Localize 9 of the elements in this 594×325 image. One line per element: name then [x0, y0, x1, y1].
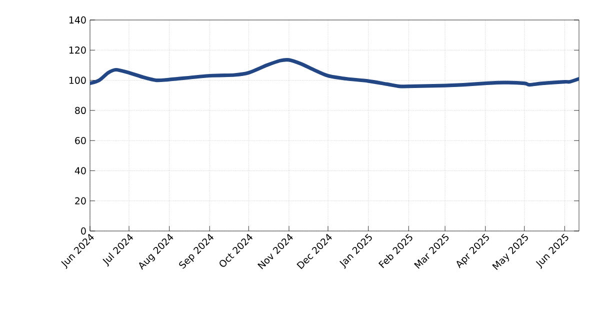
y-tick-label: 0: [81, 227, 86, 235]
y-tick-label: 40: [74, 167, 86, 174]
line-series: [90, 58, 580, 88]
y-tick-label: 60: [75, 136, 86, 144]
y-tick-label: 100: [69, 76, 86, 84]
y-tick-label: 140: [69, 16, 86, 24]
y-tick-label: 20: [75, 197, 86, 204]
y-tick-label: 80: [75, 106, 86, 114]
y-tick-label: 120: [69, 46, 86, 54]
